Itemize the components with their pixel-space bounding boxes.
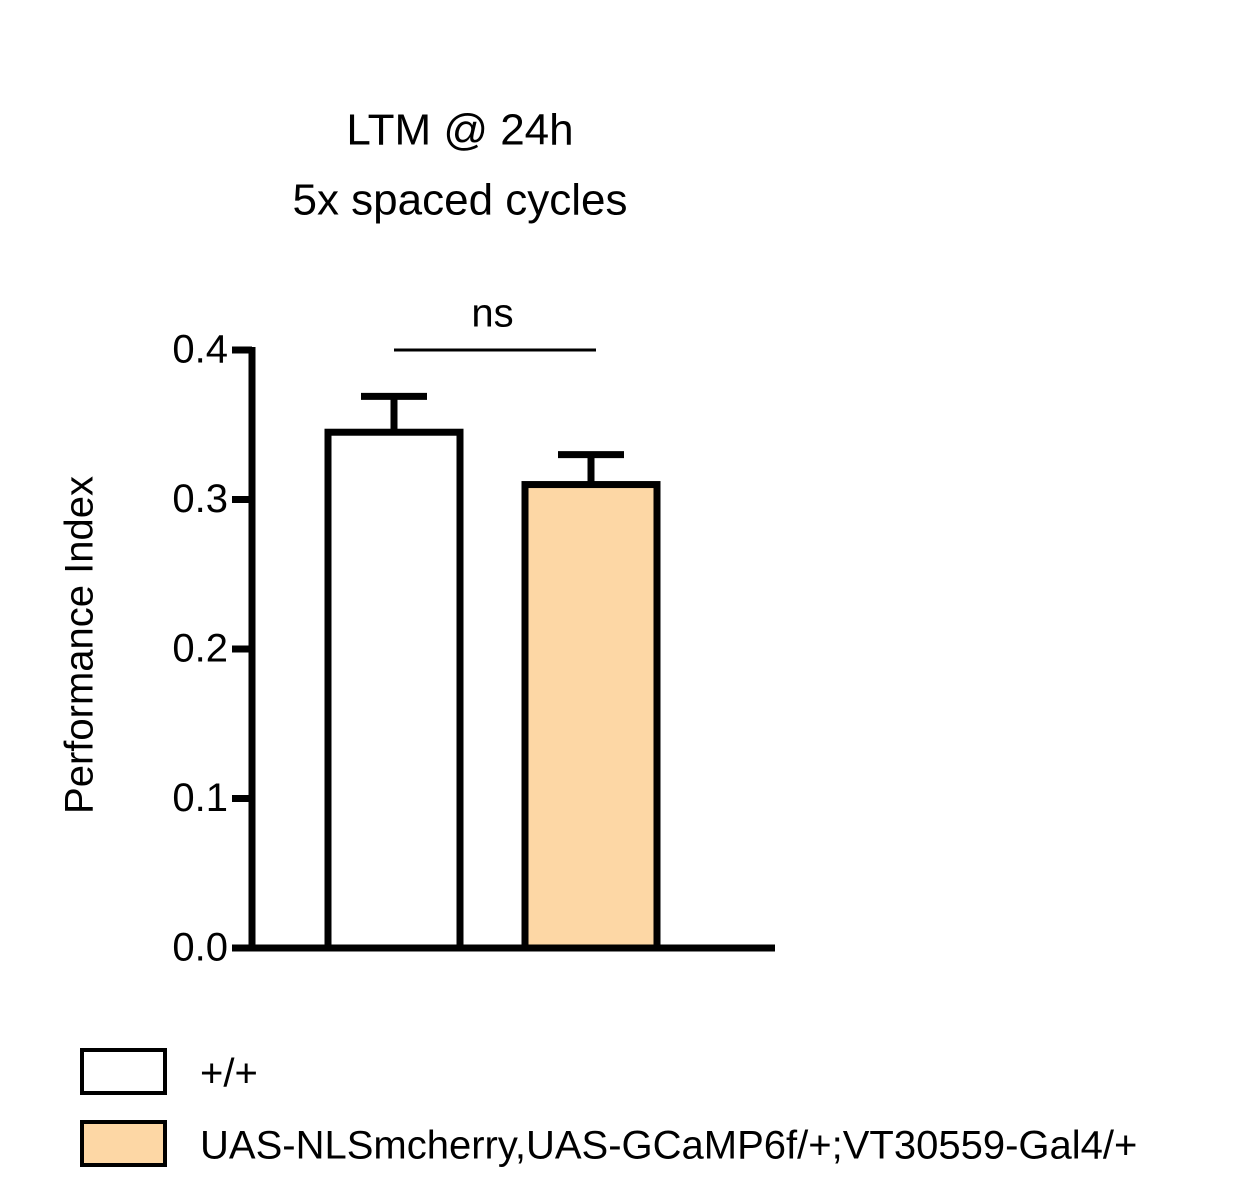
chart-title: LTM @ 24h [346, 106, 573, 155]
y-tick-label: 0.3 [172, 477, 228, 521]
bar [521, 481, 661, 952]
y-tick-label: 0.4 [172, 328, 228, 372]
chart-subtitle: 5x spaced cycles [292, 176, 627, 225]
significance-label: ns [471, 292, 513, 336]
y-tick-label: 0.0 [172, 926, 228, 970]
bar [324, 428, 464, 952]
y-tick-label: 0.1 [172, 776, 228, 820]
legend-swatch [80, 1048, 167, 1095]
legend-label: UAS-NLSmcherry,UAS-GCaMP6f/+;VT30559-Gal… [200, 1124, 1137, 1168]
y-axis-label: Performance Index [58, 476, 102, 814]
y-tick-label: 0.2 [172, 627, 228, 671]
legend-swatch [80, 1120, 167, 1167]
legend-label: +/+ [200, 1052, 258, 1096]
